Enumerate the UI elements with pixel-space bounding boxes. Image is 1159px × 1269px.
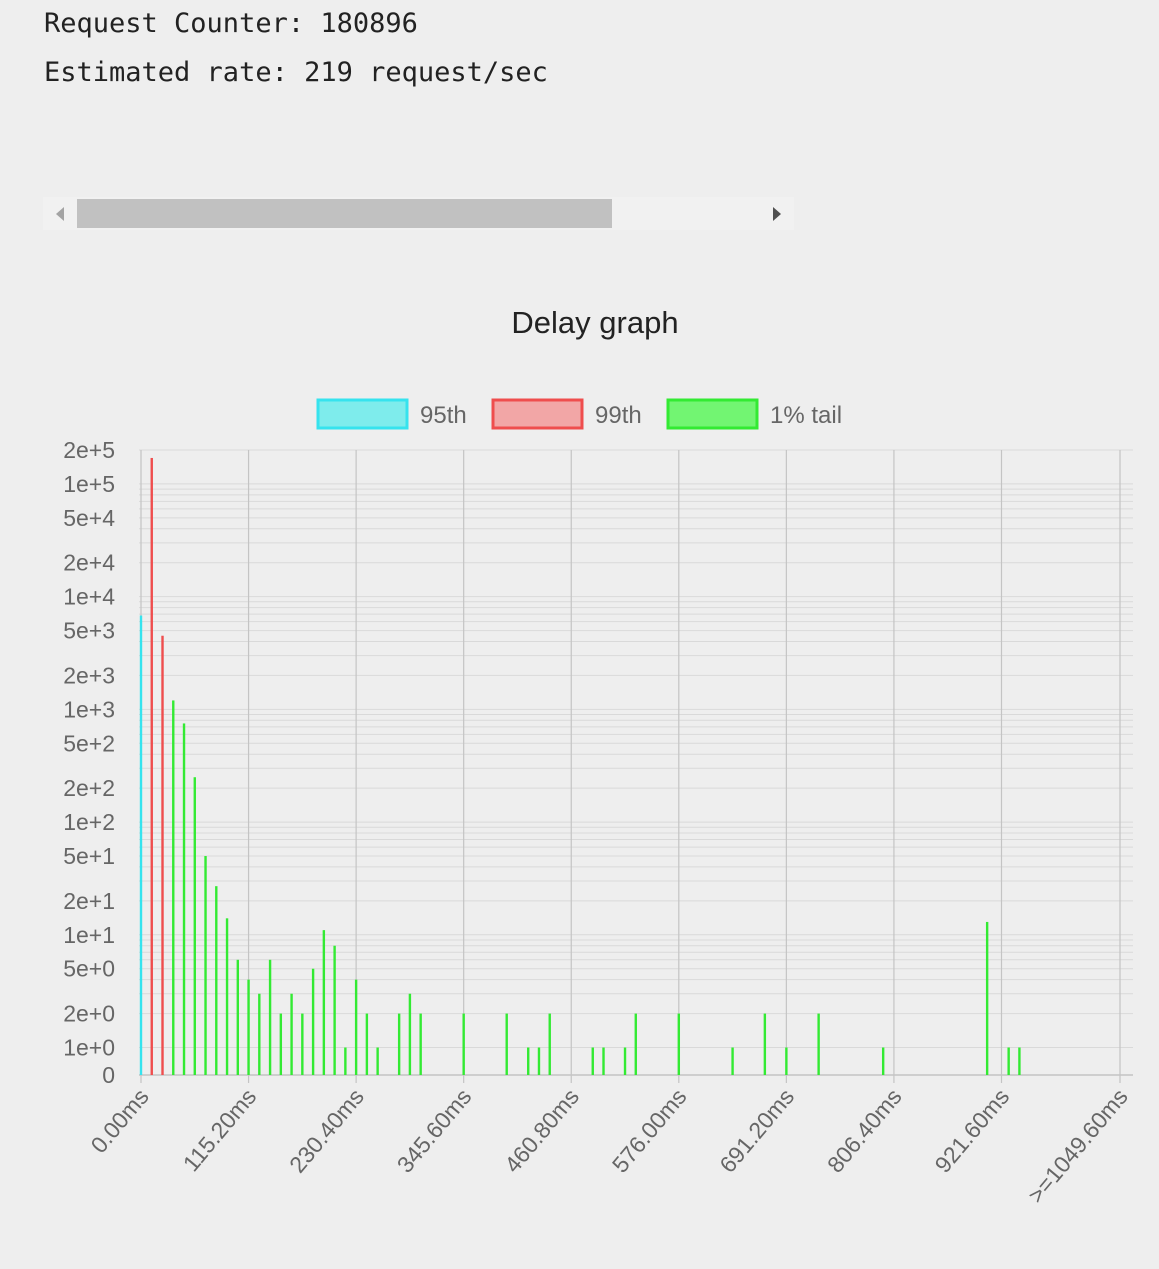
bar-1-tail [311, 968, 315, 1075]
bar-1-tail [193, 777, 196, 1075]
bar-1-tail [985, 921, 989, 1075]
bar-1-tail [397, 1013, 401, 1075]
bar-1-tail [376, 1047, 379, 1075]
bar-1-tail [268, 959, 272, 1075]
chart-bars [139, 457, 1021, 1076]
bar-1-tail [290, 993, 293, 1075]
bar-1-tail [408, 993, 412, 1075]
bar-1-tail [365, 1013, 369, 1075]
y-tick-label: 2e+0 [63, 1001, 115, 1027]
bar-1-tail [527, 1047, 530, 1075]
x-tick-label: 345.60ms [392, 1084, 477, 1178]
bar-1-tail [301, 1013, 304, 1075]
bar-1-tail [182, 723, 186, 1075]
bar-1-tail [462, 1013, 465, 1075]
horizontal-scrollbar[interactable] [43, 197, 794, 230]
y-tick-label: 1e+1 [63, 922, 115, 948]
legend-label: 99th [595, 402, 642, 429]
y-tick-label: 2e+1 [63, 888, 115, 914]
bar-1-tail [881, 1047, 885, 1075]
bar-1-tail [419, 1013, 422, 1075]
x-tick-label: 0.00ms [85, 1084, 153, 1159]
chart-gridlines [139, 449, 1133, 1083]
bar-1-tail [731, 1047, 734, 1075]
bar-1-tail [1007, 1047, 1010, 1075]
legend-label: 95th [420, 402, 467, 429]
y-tick-label: 2e+5 [63, 437, 115, 463]
scroll-right-arrow-icon[interactable] [760, 197, 794, 230]
x-tick-label: 460.80ms [499, 1084, 584, 1178]
legend-label: 1% tail [770, 402, 842, 429]
legend-swatch [316, 398, 409, 430]
x-axis-tick-labels: 0.00ms 115.20ms 230.40ms 345.60ms 460.80ms 57… [85, 1084, 1132, 1208]
x-tick-label: 806.40ms [822, 1084, 907, 1178]
legend-swatch [666, 398, 759, 430]
bar-1-tail [602, 1047, 605, 1075]
bar-1-tail [548, 1013, 551, 1075]
estimated-rate-text: Estimated rate: 219 request/sec [44, 57, 548, 88]
bar-1-tail [236, 959, 240, 1075]
y-axis-tick-labels: 2e+5 1e+5 5e+4 2e+4 1e+4 5e+3 2e+3 1e+3 5e+2 2e+2… [63, 437, 115, 1088]
chart-title: Delay graph [511, 305, 678, 340]
bar-1-tail [322, 930, 326, 1075]
bar-1-tail [1018, 1047, 1021, 1075]
bar-1-tail [215, 886, 218, 1075]
bar-1-tail [785, 1047, 788, 1075]
x-tick-label: 691.20ms [714, 1084, 799, 1178]
x-tick-label: 230.40ms [284, 1084, 369, 1178]
bar-1-tail [225, 918, 229, 1075]
y-tick-label: 1e+2 [63, 809, 115, 835]
scroll-left-arrow-icon[interactable] [43, 197, 77, 230]
bar-1-tail [677, 1013, 681, 1075]
bar-1-tail [763, 1013, 767, 1075]
y-tick-label: 5e+4 [63, 505, 115, 531]
x-tick-label: 921.60ms [929, 1084, 1014, 1178]
bar-1-tail [344, 1047, 347, 1075]
bar-1-tail [817, 1013, 820, 1075]
bar-99th [150, 457, 153, 1076]
scrollbar-thumb[interactable] [77, 199, 612, 228]
y-tick-label: 5e+2 [63, 730, 115, 756]
bar-1-tail [247, 979, 250, 1075]
y-tick-label: 2e+3 [63, 662, 115, 688]
request-counter-text: Request Counter: 180896 [44, 8, 418, 39]
y-tick-label: 1e+3 [63, 696, 115, 722]
y-tick-label: 1e+5 [63, 471, 115, 497]
bar-1-tail [634, 1013, 637, 1075]
x-tick-label: >=1049.60ms [1022, 1084, 1132, 1208]
y-tick-label: 5e+3 [63, 618, 115, 644]
bar-1-tail [172, 700, 175, 1075]
y-tick-label: 0 [102, 1062, 115, 1088]
chart-legend: 95th 99th 1% tail [316, 398, 842, 430]
bar-1-tail [537, 1047, 541, 1075]
y-tick-label: 5e+1 [63, 843, 115, 869]
bar-95th [139, 615, 143, 1075]
bar-1-tail [204, 856, 207, 1075]
legend-swatch [491, 398, 584, 430]
x-tick-label: 115.20ms [178, 1084, 262, 1177]
bar-1-tail [333, 945, 336, 1075]
bar-1-tail [591, 1047, 594, 1075]
y-tick-label: 1e+4 [63, 584, 115, 610]
bar-1-tail [354, 979, 358, 1075]
y-tick-label: 1e+0 [63, 1035, 115, 1061]
bar-1-tail [505, 1013, 508, 1075]
bar-99th [161, 635, 164, 1075]
y-tick-label: 2e+4 [63, 550, 115, 576]
y-tick-label: 5e+0 [63, 956, 115, 982]
bar-1-tail [279, 1013, 283, 1075]
bar-1-tail [258, 993, 261, 1075]
bar-1-tail [623, 1047, 627, 1075]
delay-graph-chart: Delay graph 95th 99th 1% tail 2e+5 1e+5 5e+4… [63, 305, 1133, 1208]
x-tick-label: 576.00ms [607, 1084, 692, 1178]
y-tick-label: 2e+2 [63, 775, 115, 801]
